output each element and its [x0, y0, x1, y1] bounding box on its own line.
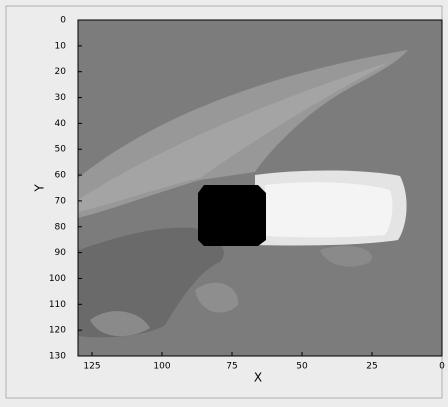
y-tick-label: 40: [55, 119, 67, 129]
y-tick-label: 130: [49, 352, 66, 362]
x-tick-label: 50: [296, 362, 308, 372]
x-tick-label: 75: [226, 362, 237, 372]
contour-field: [78, 20, 442, 356]
y-tick-label: 0: [60, 16, 66, 26]
y-tick-label: 10: [55, 41, 67, 51]
y-tick-label: 100: [49, 274, 66, 284]
x-axis-label: X: [254, 371, 262, 385]
y-tick-label: 120: [49, 326, 66, 336]
x-tick-label: 0: [439, 362, 445, 372]
x-tick-label: 125: [83, 362, 100, 372]
y-tick-label: 110: [49, 300, 66, 310]
bright-core: [265, 182, 392, 237]
x-tick-label: 100: [153, 362, 170, 372]
y-tick-label: 60: [55, 171, 67, 181]
x-tick-label: 25: [366, 362, 377, 372]
y-tick-label: 30: [55, 93, 67, 103]
y-tick-label: 70: [55, 196, 67, 206]
y-tick-label: 20: [55, 67, 67, 77]
obstacle: [198, 185, 266, 246]
y-tick-label: 50: [55, 145, 67, 155]
y-tick-label: 80: [55, 222, 67, 232]
y-tick-label: 90: [55, 248, 67, 258]
chart: X Y 0 10 20 30 40 50 60 70 80 90 100 110 120 130 125 10…: [0, 0, 448, 403]
y-axis-label: Y: [33, 184, 47, 193]
